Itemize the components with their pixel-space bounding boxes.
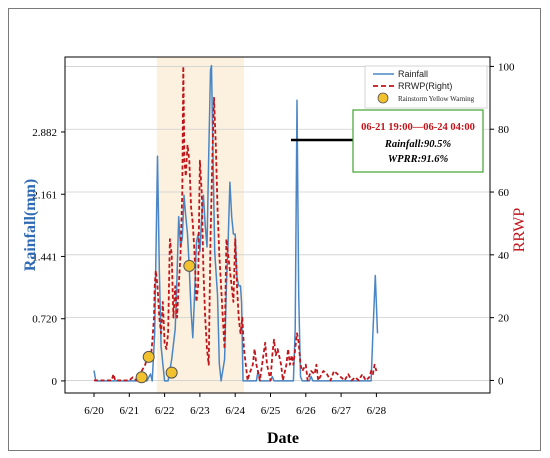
y-left-tick-label: 1.441: [32, 251, 57, 263]
y-right-tick-label: 0: [498, 375, 504, 387]
y-left-tick-label: 0: [52, 376, 58, 388]
annotation-box: [352, 109, 484, 173]
y-right-tick-label: 60: [498, 187, 510, 199]
y-axis-left-label: Rainfall(mm): [22, 179, 39, 271]
annotation-period: 06-21 19:00—06-24 04:00: [361, 122, 475, 133]
x-tick-label: 6/23: [190, 405, 210, 417]
y-right-tick-label: 20: [498, 313, 510, 325]
y-right-tick-label: 100: [498, 61, 515, 73]
legend-label-rrwp: RRWP(Right): [398, 81, 452, 91]
plot-area-border: [64, 56, 491, 394]
x-tick-label: 6/26: [296, 405, 316, 417]
series-group: [93, 64, 379, 384]
legend-swatch-warning: [377, 92, 389, 104]
y-right-tick-label: 80: [498, 124, 510, 136]
legend-label-warning: Rainstorm Yellow Warning: [398, 95, 475, 103]
y-left-tick-label: 2.161: [32, 189, 57, 201]
warning-marker: [142, 350, 155, 363]
y-left-tick-label: 2.882: [32, 127, 57, 139]
x-tick-label: 6/22: [155, 405, 175, 417]
x-tick-label: 6/21: [120, 405, 140, 417]
x-tick-label: 6/20: [84, 405, 104, 417]
legend: Rainfall RRWP(Right) Rainstorm Yellow Wa…: [364, 65, 488, 109]
chart-frame: [8, 8, 541, 451]
x-axis-label: Date: [267, 430, 299, 447]
annotation-wprr: WPRR:91.6%: [388, 154, 449, 165]
y-left-tick-label: 0.720: [32, 314, 57, 326]
y-right-tick-label: 40: [498, 250, 510, 262]
warning-marker: [183, 259, 196, 272]
x-tick-label: 6/28: [367, 405, 387, 417]
annotation-rainfall: Rainfall:90.5%: [384, 139, 451, 150]
highlight-period-band: [156, 57, 245, 393]
legend-label-rainfall: Rainfall: [398, 69, 428, 79]
x-tick-label: 6/27: [331, 405, 351, 417]
warning-marker: [165, 366, 178, 379]
warning-marker: [135, 371, 148, 384]
series-rainfall-line: [93, 64, 379, 382]
axis-ticks: 0 0.720 1.441 2.161 2.882 0 20 40 60 80 100 6/20 6/2…: [32, 61, 515, 417]
x-tick-label: 6/25: [261, 405, 281, 417]
x-tick-label: 6/24: [225, 405, 245, 417]
y-axis-right-label: RRWP: [511, 208, 528, 253]
series-rrwp-line: [94, 65, 378, 382]
